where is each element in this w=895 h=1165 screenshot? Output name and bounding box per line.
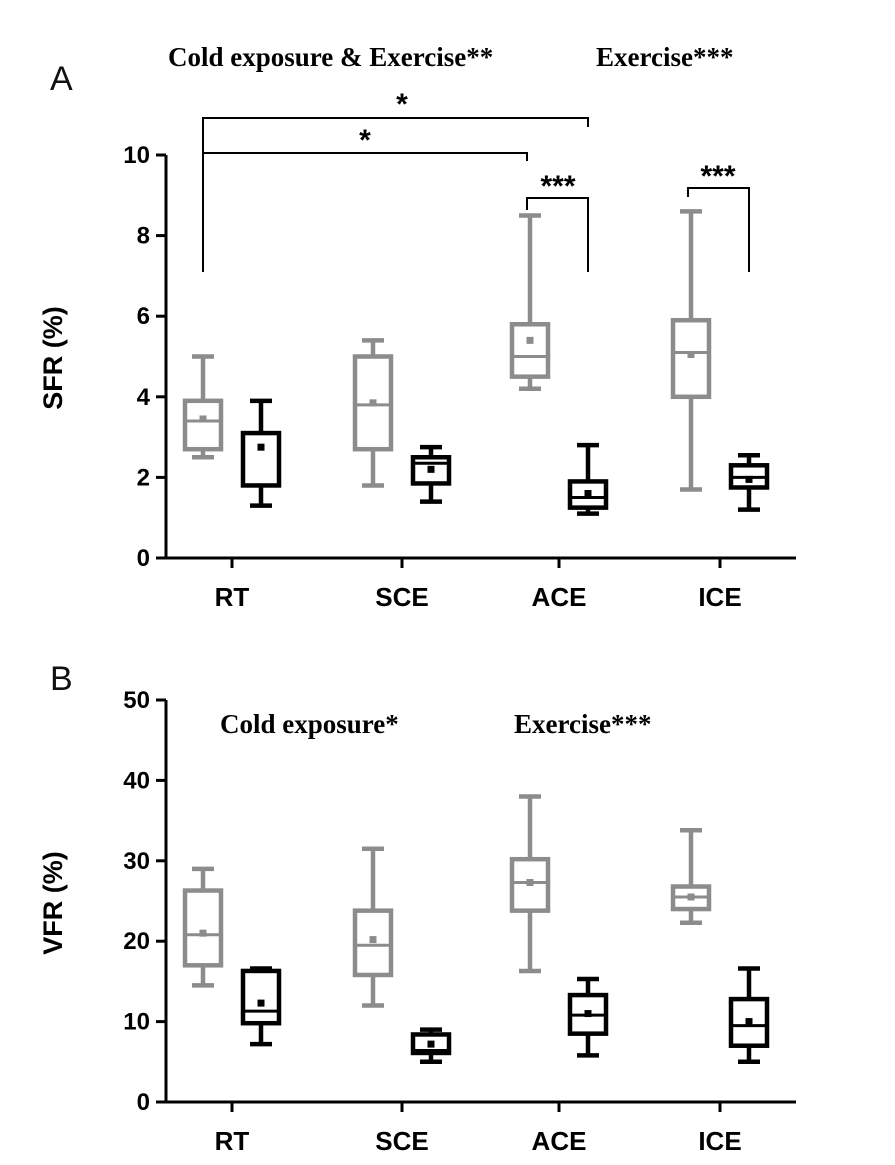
box-ace-series-2 xyxy=(567,976,609,1058)
significance-bracket-4: *** xyxy=(687,160,750,272)
x-tick-label-ice: ICE xyxy=(698,582,741,612)
significance-bracket-3: *** xyxy=(526,170,589,272)
box-rt-series-2 xyxy=(240,966,282,1047)
x-tick-label-ace: ACE xyxy=(532,582,587,612)
y-tick-label: 40 xyxy=(123,767,150,794)
y-tick-label: 0 xyxy=(137,1089,150,1116)
box-body xyxy=(509,322,551,379)
panel-b: B Cold exposure* Exercise*** VFR (%) 0 10… xyxy=(38,660,796,1156)
panel-a-annotation-2: Exercise*** xyxy=(596,42,733,72)
box-body xyxy=(352,354,394,452)
y-tick-label: 10 xyxy=(123,142,150,169)
box-body xyxy=(509,856,551,913)
significance-line xyxy=(526,197,589,272)
mean-marker xyxy=(687,350,695,358)
box-sce-series-2 xyxy=(410,444,452,504)
box-ice-series-2 xyxy=(728,452,770,512)
mean-marker xyxy=(369,399,377,407)
box-rt-series-1 xyxy=(182,354,224,460)
box-ace-series-2 xyxy=(567,442,609,516)
mean-marker xyxy=(257,999,265,1007)
y-tick-label: 30 xyxy=(123,848,150,875)
x-tick-label-rt: RT xyxy=(215,1126,250,1156)
significance-label: * xyxy=(396,88,408,121)
mean-marker xyxy=(427,1040,435,1048)
significance-label: *** xyxy=(540,170,575,203)
x-tick-label-ice: ICE xyxy=(698,1126,741,1156)
mean-marker xyxy=(584,490,592,498)
y-tick-label: 4 xyxy=(137,384,151,411)
panel-a-letter: A xyxy=(50,60,73,98)
box-body xyxy=(240,430,282,488)
mean-marker xyxy=(427,465,435,473)
box-ace-series-1 xyxy=(509,213,551,391)
panel-b-letter: B xyxy=(50,660,73,698)
box-sce-series-1 xyxy=(352,846,394,1008)
box-rt-series-2 xyxy=(240,398,282,508)
panel-b-y-axis-title: VFR (%) xyxy=(38,851,68,955)
y-tick-label: 2 xyxy=(137,464,150,491)
significance-bracket-2: * xyxy=(202,124,528,272)
significance-line xyxy=(202,152,528,272)
x-tick-label-ace: ACE xyxy=(532,1126,587,1156)
mean-marker xyxy=(257,443,265,451)
box-body xyxy=(670,317,712,400)
box-rt-series-1 xyxy=(182,866,224,988)
box-sce-series-2 xyxy=(410,1027,452,1065)
x-tick-label-rt: RT xyxy=(215,582,250,612)
box-body xyxy=(182,888,224,968)
y-tick-label: 20 xyxy=(123,928,150,955)
y-tick-label: 0 xyxy=(137,545,150,572)
panel-b-annotation-1: Cold exposure* xyxy=(220,709,399,739)
box-ice-series-2 xyxy=(728,966,770,1065)
mean-marker xyxy=(687,893,695,901)
box-ace-series-1 xyxy=(509,794,551,974)
significance-label: *** xyxy=(700,160,735,193)
mean-marker xyxy=(369,936,377,944)
box-ice-series-1 xyxy=(670,209,712,492)
panel-a-y-axis-title: SFR (%) xyxy=(38,306,68,410)
box-ice-series-1 xyxy=(670,827,712,925)
y-tick-label: 10 xyxy=(123,1009,150,1036)
mean-marker xyxy=(745,1018,753,1026)
x-tick-label-sce: SCE xyxy=(375,582,428,612)
box-body xyxy=(182,398,224,452)
significance-line xyxy=(687,187,750,272)
mean-marker xyxy=(199,929,207,937)
y-tick-label: 50 xyxy=(123,687,150,714)
significance-label: * xyxy=(359,124,371,157)
mean-marker xyxy=(199,415,207,423)
box-sce-series-1 xyxy=(352,338,394,488)
y-tick-label: 8 xyxy=(137,223,150,250)
mean-marker xyxy=(745,475,753,483)
mean-marker xyxy=(526,336,534,344)
x-tick-label-sce: SCE xyxy=(375,1126,428,1156)
panel-a: A Cold exposure & Exercise** Exercise***… xyxy=(38,42,796,612)
mean-marker xyxy=(584,1010,592,1018)
box-body xyxy=(240,968,282,1026)
panel-b-annotation-2: Exercise*** xyxy=(514,709,651,739)
y-tick-label: 6 xyxy=(137,303,150,330)
mean-marker xyxy=(526,879,534,887)
panel-a-annotation-1: Cold exposure & Exercise** xyxy=(168,42,493,72)
panel-b-plot: 0 10 20 30 40 50 RT SCE ACE ICE xyxy=(123,687,796,1156)
